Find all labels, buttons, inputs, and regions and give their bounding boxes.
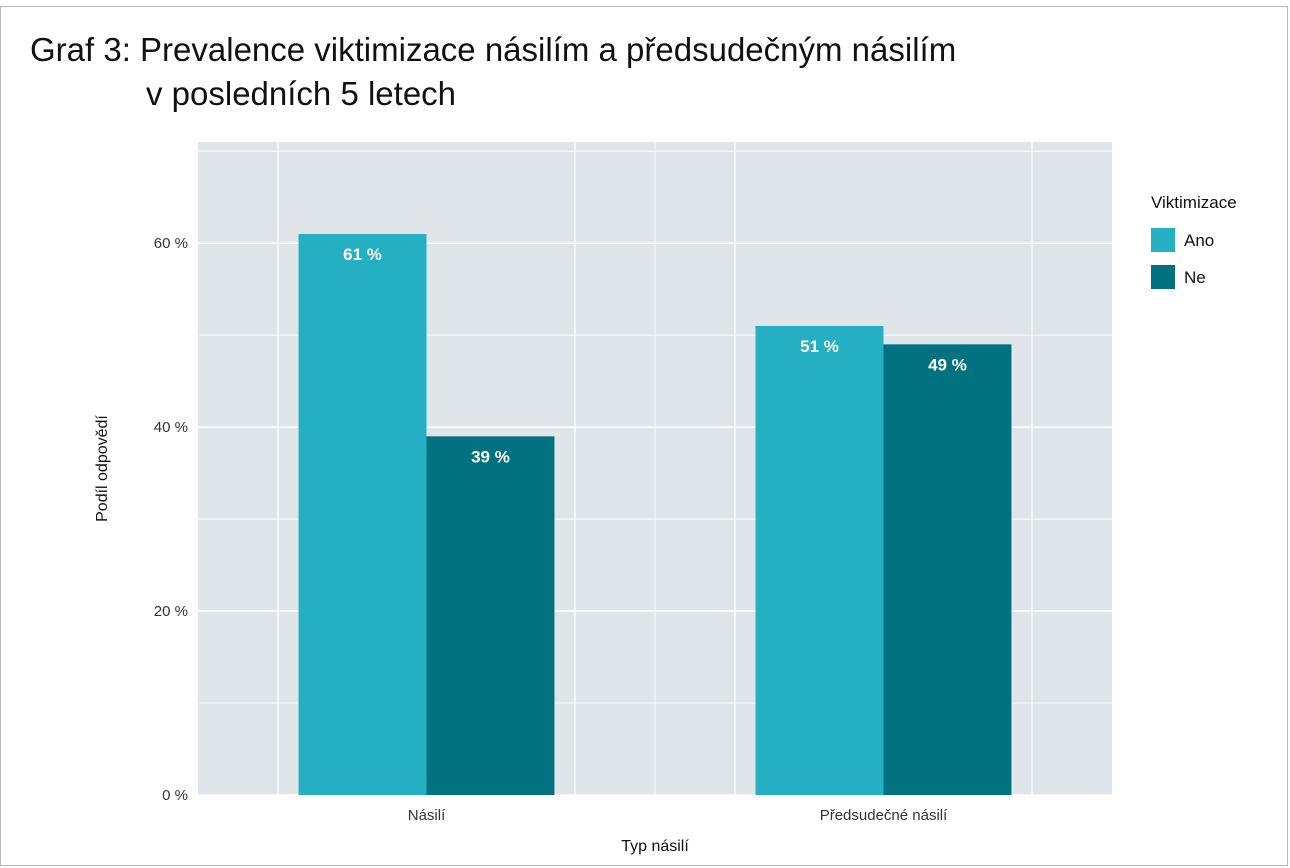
y-tick-label: 20 %: [154, 603, 188, 620]
chart-title-line-1: Graf 3: Prevalence viktimizace násilím a…: [30, 31, 957, 68]
y-tick-label: 40 %: [154, 419, 188, 436]
bar-ne-0: [426, 436, 555, 795]
x-tick-label: Násilí: [408, 807, 446, 824]
bar-ano-1: [755, 325, 884, 795]
x-axis-title: Typ násilí: [621, 838, 689, 855]
chart-title-line-2: v posledních 5 letech: [146, 75, 457, 112]
legend-title: Viktimizace: [1151, 193, 1237, 212]
legend-label-ano: Ano: [1184, 231, 1214, 250]
y-tick-label: 60 %: [154, 235, 188, 252]
legend: Viktimizace Ano Ne: [1151, 193, 1237, 289]
x-tick-label: Předsudečné násilí: [820, 807, 948, 824]
bars: [298, 233, 1012, 796]
bar-data-label: 61 %: [343, 245, 382, 264]
legend-label-ne: Ne: [1184, 268, 1206, 287]
y-axis-ticks: 0 % 20 % 40 % 60 %: [154, 235, 188, 804]
bar-data-label: 39 %: [471, 447, 510, 466]
x-axis-ticks: Násilí Předsudečné násilí: [408, 807, 948, 824]
bar-ne-1: [883, 344, 1012, 795]
chart-title: Graf 3: Prevalence viktimizace násilím a…: [30, 28, 956, 116]
legend-swatch-ano: [1151, 228, 1175, 252]
bar-ano-0: [298, 233, 427, 796]
y-tick-label: 0 %: [162, 787, 188, 804]
legend-swatch-ne: [1151, 265, 1175, 289]
bar-data-label: 49 %: [928, 355, 967, 374]
bar-labels: 61 % 39 % 51 % 49 %: [343, 245, 967, 466]
bar-data-label: 51 %: [800, 337, 839, 356]
y-axis-title: Podíl odpovědí: [94, 415, 111, 522]
